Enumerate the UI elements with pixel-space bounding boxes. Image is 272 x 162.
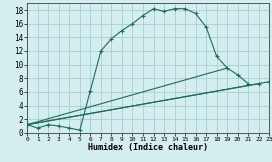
- X-axis label: Humidex (Indice chaleur): Humidex (Indice chaleur): [88, 143, 208, 152]
